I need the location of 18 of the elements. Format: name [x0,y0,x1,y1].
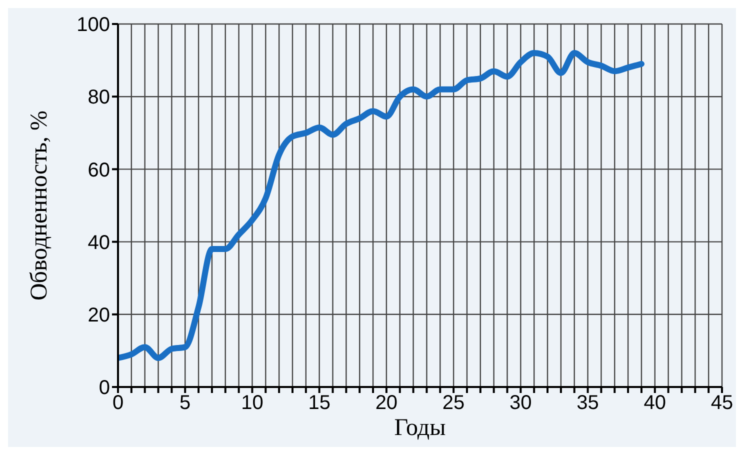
y-tick-label: 100 [76,14,110,36]
x-tick-label: 35 [576,392,599,414]
y-tick-label: 20 [88,304,110,326]
y-tick-label: 0 [98,377,110,400]
y-tick-label: 60 [88,159,110,182]
x-tick-label: 5 [180,392,191,414]
x-axis-title: Годы [394,415,446,441]
x-tick-label: 45 [710,392,734,414]
x-tick-label: 10 [241,392,264,414]
x-tick-label: 25 [442,392,465,414]
y-axis-title: Обводненность, % [26,110,53,301]
y-tick-label: 40 [88,232,110,254]
x-tick-label: 0 [112,392,124,414]
x-tick-label: 20 [375,392,398,414]
x-tick-label: 15 [308,392,330,414]
x-tick-label: 40 [644,392,666,414]
x-tick-label: 30 [510,392,532,414]
y-tick-label: 80 [88,86,110,109]
